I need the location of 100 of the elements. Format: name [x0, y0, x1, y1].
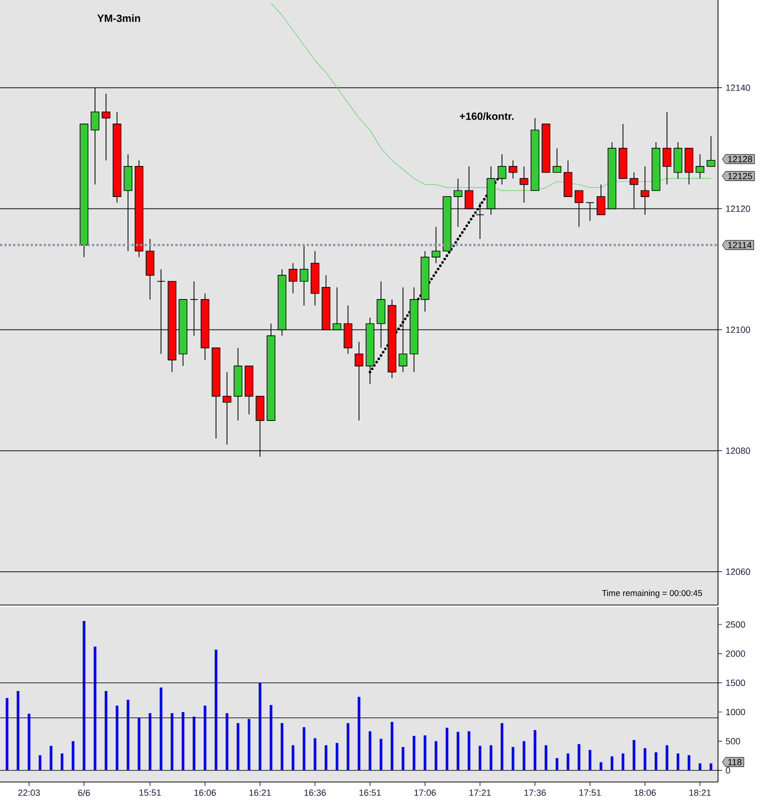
candlestick [640, 166, 650, 216]
candlestick [332, 286, 342, 330]
bar [182, 712, 184, 770]
y-tick-label: 2000 [726, 650, 746, 657]
candlestick [432, 226, 440, 264]
bar [126, 700, 130, 770]
bar [688, 755, 690, 770]
candlestick [706, 136, 716, 167]
bar [578, 744, 580, 770]
bar [28, 714, 30, 770]
y-tick-label: 12080 [726, 448, 750, 454]
candlestick [288, 262, 298, 294]
bar [138, 718, 140, 770]
ref-line-label: 12114 [728, 242, 752, 248]
bar [556, 758, 558, 770]
y-tick-label: 12140 [726, 84, 750, 91]
bar [16, 691, 20, 770]
candlestick [222, 372, 232, 446]
bar [302, 727, 306, 770]
bar [424, 735, 426, 770]
bar [94, 646, 96, 770]
x-tick-label: 17:21 [469, 790, 491, 796]
x-tick-label: 15:51 [139, 790, 161, 796]
y-tick-label: 500 [726, 738, 740, 744]
text: 12128 [728, 156, 752, 162]
bar [292, 745, 294, 770]
bar [434, 741, 438, 770]
y-tick-label: 1000 [726, 708, 746, 716]
candlestick [454, 178, 462, 228]
bar [6, 698, 8, 770]
bar [412, 736, 416, 770]
bar [534, 730, 536, 770]
bar [710, 763, 712, 770]
bar [666, 745, 668, 770]
bar [654, 752, 658, 770]
x-tick-label: 17:36 [524, 790, 546, 796]
x-tick-label: 16:51 [359, 790, 381, 796]
bar [522, 741, 526, 770]
text: YM-3min [97, 14, 140, 22]
text: 118 [728, 758, 742, 766]
candlestick [596, 184, 606, 216]
y-tick-label: 12100 [726, 326, 750, 333]
text: 12125 [728, 172, 752, 180]
bar [214, 650, 218, 770]
bar [60, 753, 64, 770]
bar [368, 731, 372, 770]
x-tick-label: 17:06 [414, 790, 436, 796]
bar [236, 723, 240, 770]
bar [280, 723, 284, 770]
candlestick [508, 160, 518, 179]
candlestick [552, 148, 562, 173]
bar [116, 706, 118, 770]
candlestick [464, 166, 474, 210]
bar [622, 753, 624, 770]
bar [456, 732, 460, 770]
candlestick [520, 166, 528, 204]
bar [544, 745, 548, 770]
candlestick [300, 244, 308, 306]
bar [324, 745, 328, 770]
bar [512, 747, 514, 770]
bar [478, 746, 482, 770]
x-tick-label: 6/6 [78, 790, 90, 796]
y-tick-label: 12120 [726, 206, 750, 212]
bar [160, 688, 162, 770]
candlestick [662, 112, 672, 185]
bar [402, 747, 404, 770]
candlestick [574, 190, 584, 228]
bar [390, 722, 394, 770]
candlestick [190, 280, 198, 336]
x-tick-label: 16:06 [194, 790, 216, 796]
bar [50, 746, 52, 770]
bar [632, 740, 636, 770]
candlestick [696, 154, 704, 179]
x-tick-label: 18:21 [689, 790, 711, 796]
bar [566, 753, 570, 770]
bar [358, 696, 360, 770]
y-tick-label: 0 [726, 767, 730, 774]
candlestick [630, 172, 638, 210]
bar [148, 713, 152, 770]
y-tick-label: 1500 [726, 680, 746, 686]
bar [588, 750, 592, 770]
bar [490, 745, 492, 770]
x-tick-label: 22:03 [18, 790, 40, 796]
bar [446, 728, 448, 770]
bar [600, 762, 602, 770]
bar [82, 621, 86, 770]
bar [72, 741, 74, 770]
x-tick-label: 16:21 [249, 790, 271, 796]
bar [258, 682, 262, 770]
bar [38, 755, 42, 770]
candlestick [102, 93, 110, 161]
annotation: +160/kontr. [460, 112, 514, 120]
x-tick-label: 16:36 [304, 790, 326, 796]
bar [676, 753, 680, 770]
bar [248, 719, 250, 770]
bar [500, 723, 504, 770]
bar [226, 713, 228, 770]
y-tick-label: 12060 [726, 568, 750, 575]
bar [380, 738, 382, 770]
bar [610, 756, 614, 770]
